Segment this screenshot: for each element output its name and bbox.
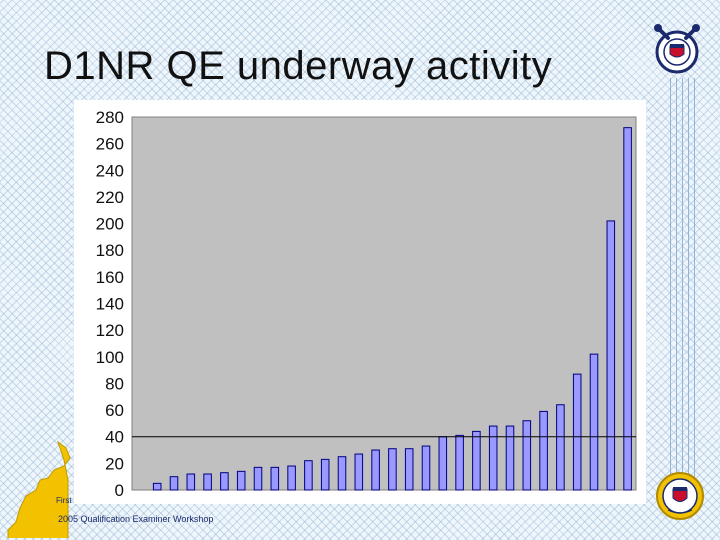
- y-tick-label: 80: [105, 374, 124, 393]
- bar: [253, 466, 263, 491]
- y-tick-label: 260: [96, 135, 124, 154]
- slide-title: D1NR QE underway activity: [44, 44, 553, 88]
- bar: [388, 448, 397, 491]
- bar: [220, 472, 229, 491]
- bar: [236, 470, 246, 491]
- bar: [589, 353, 599, 491]
- bar: [606, 220, 616, 491]
- bar: [371, 449, 380, 491]
- bar: [522, 420, 532, 491]
- bar: [152, 482, 162, 491]
- bar: [421, 445, 431, 491]
- y-tick-label: 280: [96, 108, 124, 127]
- bar: [438, 436, 448, 491]
- bar: [488, 425, 498, 491]
- y-tick-label: 100: [96, 348, 124, 367]
- underway-activity-chart: 0 20 40 60 80 100 120 140 160 180 200 220 240 260 280: [96, 108, 637, 500]
- bar: [572, 373, 582, 491]
- bar: [186, 473, 196, 491]
- plot-area: [131, 116, 637, 491]
- y-tick-label: 40: [105, 428, 124, 447]
- y-tick-label: 240: [96, 161, 124, 180]
- bar: [539, 410, 548, 491]
- chart-panel: 0 20 40 60 80 100 120 140 160 180 200 220 240 260 280: [74, 100, 646, 504]
- bar: [337, 456, 347, 491]
- y-tick-label: 20: [105, 454, 124, 473]
- district-label: First: [56, 496, 72, 505]
- y-tick-label: 140: [96, 295, 124, 314]
- y-tick-label: 220: [96, 188, 124, 207]
- bar: [623, 127, 632, 491]
- footer-workshop-text: 2005 Qualification Examiner Workshop: [58, 514, 214, 524]
- bar: [455, 434, 464, 491]
- y-tick-label: 200: [96, 215, 124, 234]
- coast-guard-seal-icon: [656, 472, 704, 520]
- y-tick-label: 120: [96, 321, 124, 340]
- bar: [556, 404, 565, 491]
- right-decorative-rails: [668, 78, 698, 478]
- bar: [472, 430, 481, 491]
- y-tick-label: 0: [115, 481, 124, 500]
- bar: [270, 466, 280, 491]
- bar: [169, 476, 179, 491]
- y-tick-label: 180: [96, 241, 124, 260]
- bar: [404, 448, 414, 491]
- district-map-icon: [7, 440, 71, 538]
- y-tick-label: 60: [105, 401, 124, 420]
- bar: [354, 453, 364, 491]
- bar: [304, 460, 313, 491]
- coast-guard-emblem-icon: [654, 24, 700, 74]
- bar: [320, 458, 330, 491]
- bar: [287, 465, 296, 491]
- y-tick-label: 160: [96, 268, 124, 287]
- bar: [505, 425, 515, 491]
- bar: [203, 473, 212, 491]
